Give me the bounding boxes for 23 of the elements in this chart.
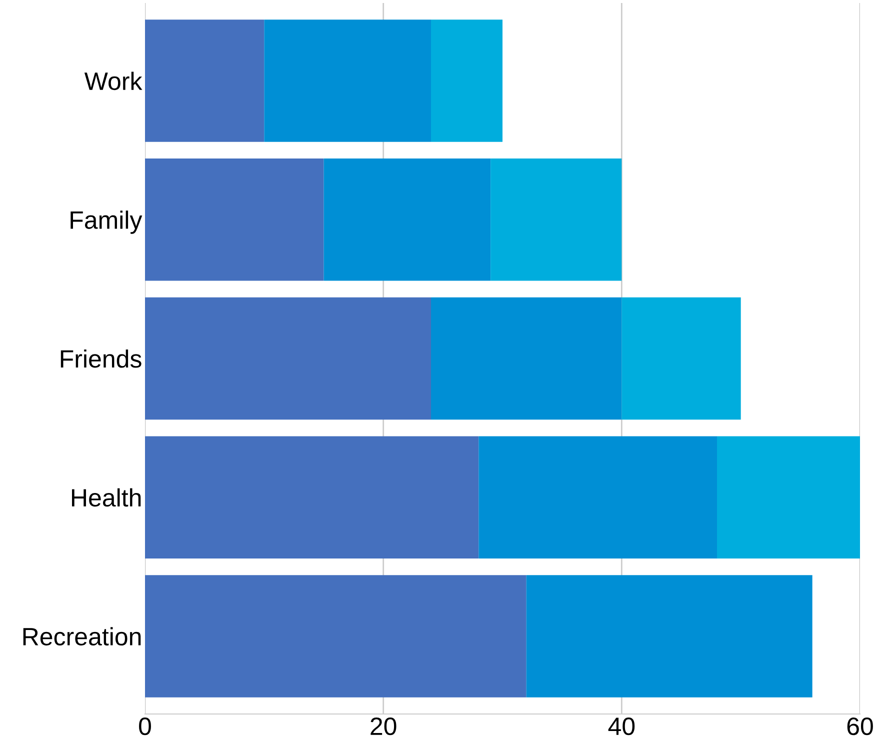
y-tick-label: Work [84,72,142,90]
bar [324,158,491,281]
x-tick-label: 40 [608,717,635,736]
bar [526,575,812,698]
bar [145,575,526,698]
bar [145,436,479,558]
bar [490,158,622,281]
bar [145,158,324,281]
bar [145,20,264,142]
bar [264,20,431,142]
bar [478,436,717,558]
x-tick-label: 60 [847,717,873,736]
x-tick-label: 0 [139,717,151,736]
y-tick-label: Friends [60,349,142,368]
bar [622,297,741,420]
bar [717,436,860,558]
y-tick-label: Recreation [23,627,141,646]
y-tick-label: Health [72,488,141,507]
x-tick-label: 20 [370,717,396,736]
bar [145,297,431,420]
bar [431,20,502,142]
y-tick-label: Family [70,210,142,234]
bar [431,297,622,420]
